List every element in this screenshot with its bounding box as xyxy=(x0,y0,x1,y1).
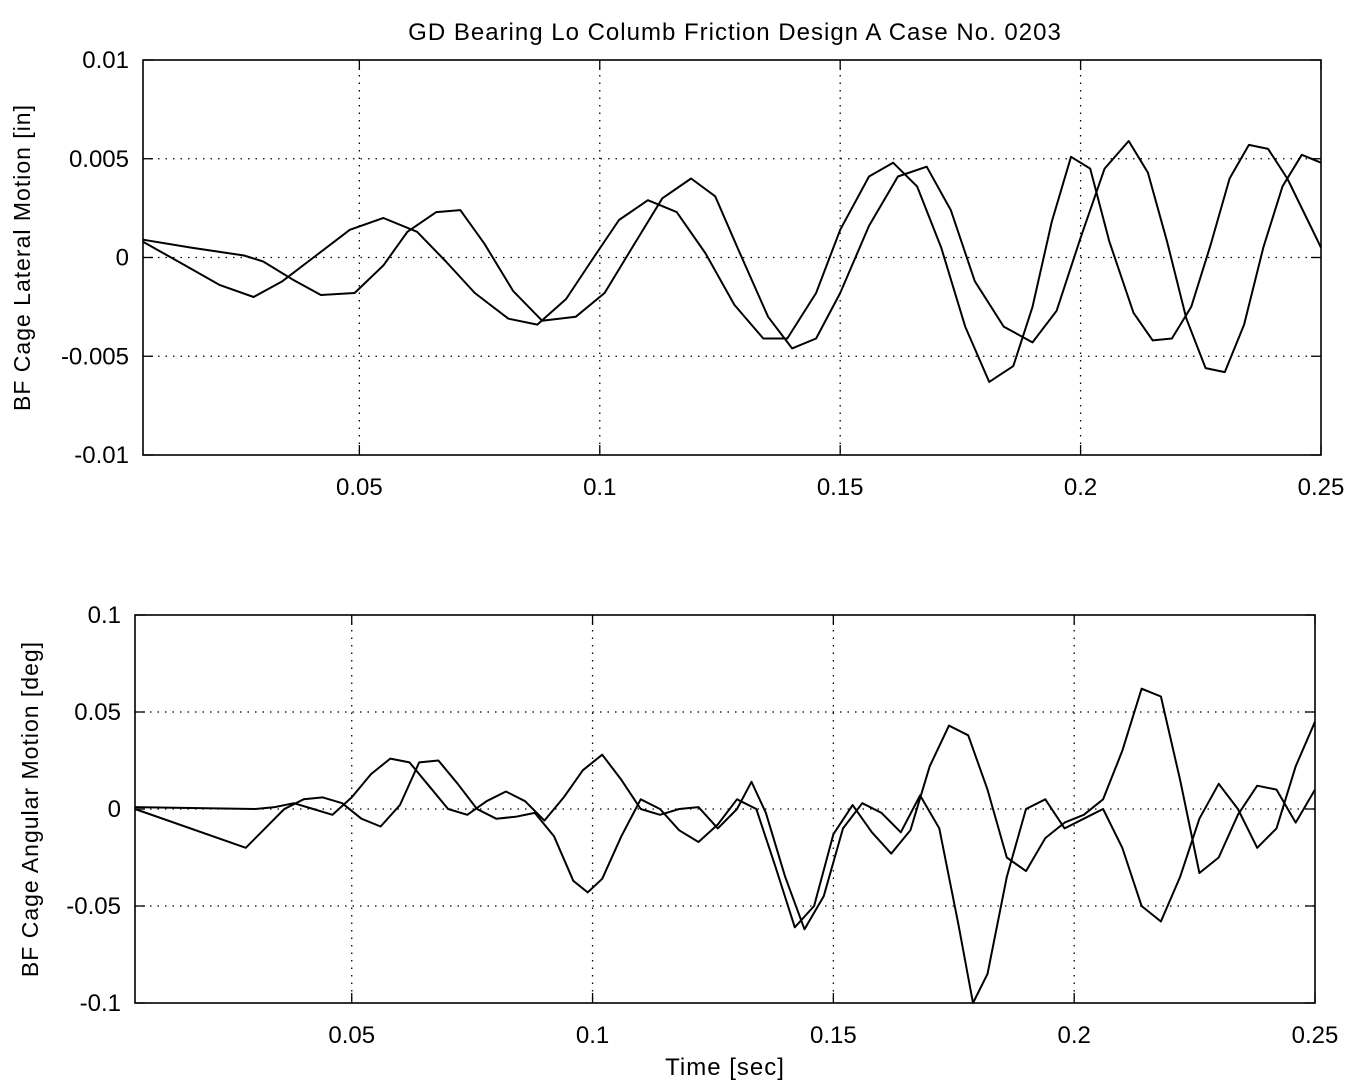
y-tick-label: 0 xyxy=(116,245,129,272)
x-tick-label: 0.25 xyxy=(1298,474,1345,501)
series-line-1 xyxy=(142,143,1322,383)
series-line-1 xyxy=(134,687,1316,929)
x-tick-label: 0.15 xyxy=(817,474,864,501)
x-tick-label: 0.1 xyxy=(583,474,616,501)
y-tick-label: 0.05 xyxy=(74,699,121,726)
y-tick-label: 0.1 xyxy=(88,602,121,629)
y-tick-label: 0 xyxy=(108,796,121,823)
y-tick-label: 0.005 xyxy=(69,146,129,173)
y-tick-label: -0.1 xyxy=(80,990,121,1017)
y-tick-label: -0.05 xyxy=(66,893,121,920)
x-tick-label: 0.2 xyxy=(1057,1022,1090,1049)
x-tick-label: 0.1 xyxy=(576,1022,609,1049)
x-tick-label: 0.2 xyxy=(1064,474,1097,501)
y-tick-label: -0.005 xyxy=(61,343,129,370)
x-axis-label: Time [sec] xyxy=(665,1054,785,1081)
series-line-2 xyxy=(142,140,1322,374)
figure-title: GD Bearing Lo Columb Friction Design A C… xyxy=(408,19,1062,46)
y-axis-label: BF Cage Lateral Motion [in] xyxy=(9,104,35,411)
series-line-2 xyxy=(134,721,1316,1004)
x-tick-label: 0.15 xyxy=(810,1022,857,1049)
lateral-motion-plot: 0.05 0.1 0.15 0.2 0.25 -0.01 -0.005 0 0.005 0.01 B… xyxy=(9,47,1344,501)
x-tick-label: 0.05 xyxy=(328,1022,375,1049)
plot-frame xyxy=(142,59,1322,456)
angular-motion-plot: 0.05 0.1 0.15 0.2 0.25 -0.1 -0.05 0 0.05 0.1 BF Ca… xyxy=(17,602,1338,1081)
y-tick-label: -0.01 xyxy=(74,442,129,469)
x-tick-label: 0.05 xyxy=(336,474,383,501)
y-axis-label: BF Cage Angular Motion [deg] xyxy=(17,641,43,977)
x-tick-label: 0.25 xyxy=(1292,1022,1339,1049)
y-tick-label: 0.01 xyxy=(82,47,129,74)
